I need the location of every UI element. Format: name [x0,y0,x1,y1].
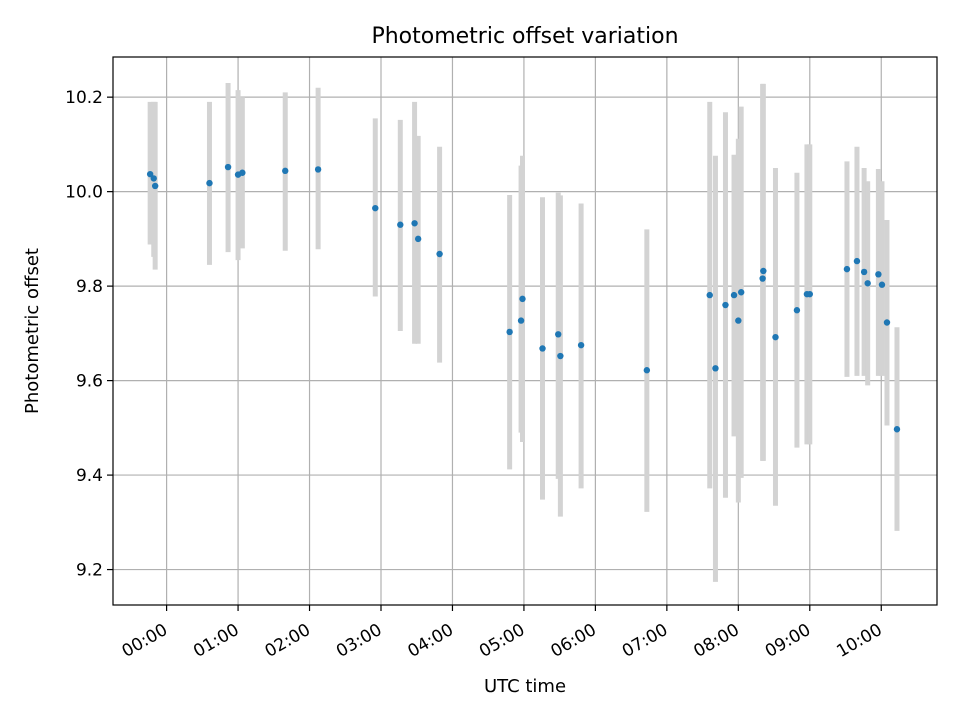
data-point [806,290,813,298]
y-tick-label: 10.0 [65,183,103,203]
y-tick-label: 9.8 [76,277,103,297]
data-point [555,331,562,338]
data-point [843,265,851,273]
data-point [793,307,801,314]
data-point [314,166,322,173]
data-point [517,317,525,324]
data-point [224,163,232,171]
data-point [878,281,886,288]
data-point [643,367,651,374]
data-point [706,291,713,299]
data-points [146,163,901,433]
y-tick-label: 9.6 [76,372,103,392]
y-tick-label: 9.2 [76,561,103,581]
data-point [722,301,729,309]
data-point [411,220,418,227]
data-point [146,170,154,178]
data-point [151,182,159,190]
data-point [436,250,443,258]
data-point [557,352,564,360]
data-point [853,257,861,265]
data-point [519,295,526,303]
data-point [150,175,157,182]
data-point [883,319,891,326]
plot-frame [112,56,938,606]
data-point [759,275,766,282]
data-point [414,235,422,243]
data-point [539,345,546,352]
data-point [737,289,745,296]
data-point [735,317,742,324]
data-point [506,328,513,336]
data-point [397,221,404,228]
y-axis-label: Photometric offset [22,248,43,414]
y-tick-label: 10.2 [65,88,103,108]
data-point [730,291,738,299]
data-point [206,179,213,187]
data-point [864,280,871,287]
data-point [282,167,289,175]
data-point [577,341,585,349]
data-point [712,365,719,372]
data-point [760,267,767,275]
data-point [893,426,901,433]
data-point [860,268,868,276]
x-axis-label: UTC time [484,676,566,697]
data-point [239,169,246,176]
data-point [875,271,882,278]
data-point [372,204,379,212]
data-point [772,333,779,341]
chart-title: Photometric offset variation [371,24,678,49]
y-tick-label: 9.4 [76,466,103,486]
